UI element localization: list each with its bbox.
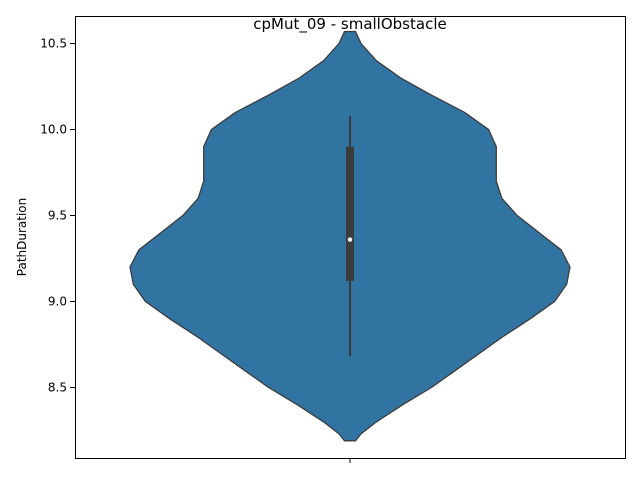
plot-area xyxy=(129,30,571,442)
y-tick-label: 10.5 xyxy=(40,37,67,51)
axes-frame xyxy=(75,16,626,459)
y-axis-label: PathDuration xyxy=(15,198,29,276)
y-tick-label: 9.5 xyxy=(48,209,67,223)
y-axis-ticks: 8.5 9.0 9.5 10.0 10.5 xyxy=(40,37,75,394)
y-tick-label: 10.0 xyxy=(40,123,67,137)
iqr-box xyxy=(346,146,354,281)
y-tick-label: 9.0 xyxy=(48,294,67,308)
chart-title: cpMut_09 - smallObstacle xyxy=(253,15,446,34)
median-marker xyxy=(347,237,353,242)
y-tick-label: 8.5 xyxy=(48,380,67,394)
